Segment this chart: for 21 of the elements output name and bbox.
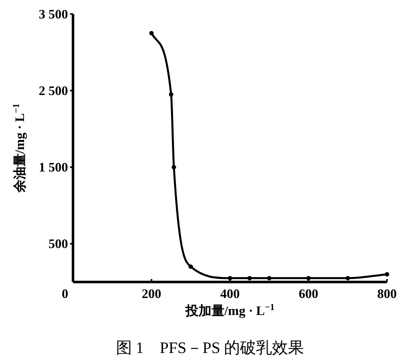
x-tick-label: 600 (298, 286, 318, 301)
x-axis-title: 投加量/mg · L$^{−1}$ (184, 302, 276, 318)
y-tick-label: 1 500 (38, 160, 68, 175)
x-tick-label: 200 (142, 286, 162, 301)
point (346, 276, 350, 280)
x-tick-label: 400 (220, 286, 240, 301)
text: 图 1 PFS－PS 的破乳效果 (116, 339, 304, 357)
point (228, 276, 232, 280)
x-tick-label: 800 (377, 286, 397, 301)
point (267, 276, 272, 280)
point (149, 30, 154, 36)
point (188, 264, 193, 269)
point (384, 272, 390, 277)
x-tick-label: 0 (62, 286, 68, 301)
point (172, 164, 176, 170)
y-tick-label: 500 (48, 236, 68, 252)
point (306, 276, 311, 280)
point (168, 92, 174, 97)
point (247, 276, 252, 280)
y-tick-label: 2 500 (38, 83, 68, 98)
y-tick-label: 3 500 (38, 6, 68, 22)
